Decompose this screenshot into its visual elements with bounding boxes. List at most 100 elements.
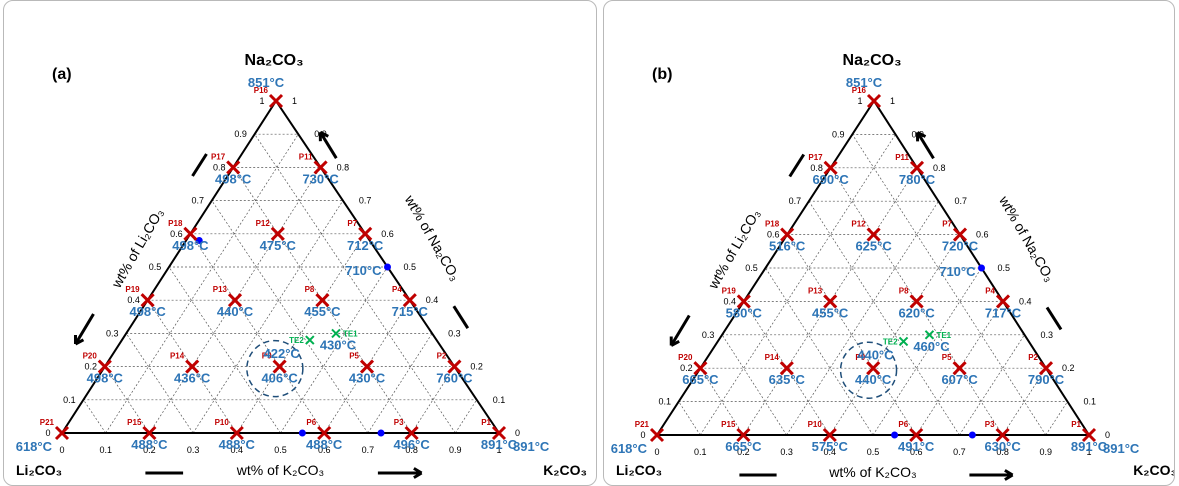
sample-point-marker [359, 359, 375, 374]
sample-point-id: P6 [898, 420, 908, 429]
sample-point-temp: 498°C [87, 371, 124, 386]
bottom-tick-label: 0.2 [143, 445, 156, 455]
sample-point-id: P8 [899, 286, 909, 295]
corner-label-na2co3: Na₂CO₃ [245, 52, 304, 69]
li2co3-melting-temp: 618°C [611, 441, 648, 456]
axis-label-k2co3: wt% of K₂CO₃ [236, 462, 324, 478]
sample-point-temp: 488°C [306, 437, 343, 452]
composition-dot [968, 431, 976, 439]
grid-line [104, 366, 150, 434]
sample-point-temp: 665°C [725, 439, 762, 454]
ternary-panel-a: 0 0 0 0.1 0.1 0.1 0.2 0.2 0.2 0.3 0.3 0.3 0.4 0.4 0.4 0… [3, 0, 597, 486]
bottom-tick-label: 0.7 [953, 447, 966, 457]
sample-point-temp: 488°C [219, 437, 256, 452]
axis-dash [191, 153, 208, 177]
grid-line [1002, 368, 1047, 436]
sample-point-marker [952, 227, 968, 242]
grid-line [915, 301, 1004, 436]
sample-point-temp: 475°C [260, 238, 297, 253]
sample-point-marker [226, 160, 241, 175]
sample-point-id: P19 [722, 286, 737, 295]
composition-dot [298, 429, 306, 437]
na2co3-melting-temp: 851°C [248, 75, 285, 90]
sample-point-id: P6 [306, 418, 316, 427]
bottom-tick-label: 0.5 [867, 447, 880, 457]
right-tick-label: 0.2 [1062, 363, 1075, 373]
sample-point-id: P19 [125, 285, 140, 294]
sample-point-id: P17 [808, 153, 823, 162]
sample-point-marker [140, 293, 155, 308]
sample-point-id: P4 [392, 285, 402, 294]
sample-point-temp: 455°C [812, 305, 849, 320]
left-tick-label: 1 [259, 96, 264, 106]
corner-label-li2co3: Li₂CO₃ [16, 462, 62, 478]
bottom-tick-label: 0.1 [99, 445, 112, 455]
bottom-tick-label: 0.3 [780, 447, 793, 457]
grid-line [852, 134, 1047, 436]
sample-point-id: P7 [942, 220, 952, 229]
eutectic-marker [924, 330, 935, 340]
sample-point-marker [736, 294, 751, 309]
extra-temp-label: 710°C [345, 263, 382, 278]
sample-point-id: P1 [1071, 420, 1081, 429]
sample-point-id: P8 [305, 285, 315, 294]
sample-point-id: P5 [942, 353, 952, 362]
extra-temp-label: 710°C [939, 264, 976, 279]
bottom-tick-label: 1 [496, 445, 501, 455]
sample-point-temp: 498°C [215, 171, 252, 186]
sample-point-temp: 498°C [129, 304, 166, 319]
sample-point-marker [402, 293, 417, 308]
eutectic-id: TE2 [289, 336, 304, 345]
sample-point-id: P16 [852, 86, 867, 95]
right-tick-label: 1 [890, 96, 895, 106]
sample-point-temp: 491°C [898, 439, 935, 454]
ternary-panel-b: 0 0 0 0.1 0.1 0.1 0.2 0.2 0.2 0.3 0.3 0.3 0.4 0.4 0.4 0… [603, 0, 1175, 486]
right-tick-label: 0.7 [955, 196, 968, 206]
right-tick-label: 0.8 [337, 162, 350, 172]
sample-point-id: P11 [895, 153, 909, 162]
sample-point-temp: 498°C [172, 238, 209, 253]
grid-line [1045, 401, 1068, 436]
sample-point-temp: 607°C [941, 372, 978, 387]
direction-arrow [916, 131, 935, 160]
eutectic-id: TE2 [883, 337, 898, 346]
sample-point-marker [317, 425, 332, 441]
left-tick-label: 0.8 [213, 162, 226, 172]
bottom-tick-label: 0.6 [318, 445, 331, 455]
right-tick-label: 0.1 [493, 395, 506, 405]
sample-point-marker [268, 93, 284, 109]
right-tick-label: 0.2 [470, 362, 483, 372]
right-tick-label: 0.6 [976, 230, 989, 240]
sample-point-temp: 690°C [812, 172, 849, 187]
left-tick-label: 0.8 [810, 163, 823, 173]
bottom-tick-label: 0 [654, 447, 659, 457]
eutectic-marker [898, 336, 909, 347]
left-tick-label: 0.7 [192, 196, 205, 206]
sample-point-temp: 635°C [769, 372, 806, 387]
sample-point-marker [909, 160, 925, 175]
sample-point-marker [1081, 427, 1097, 443]
left-tick-label: 0.2 [85, 362, 98, 372]
left-tick-label: 0.2 [680, 363, 693, 373]
bottom-tick-label: 0.6 [910, 447, 923, 457]
left-tick-label: 0 [45, 428, 50, 438]
eutectic-region-circle [839, 341, 898, 399]
sample-point-id: P11 [299, 152, 313, 161]
sample-point-marker [227, 293, 243, 308]
bottom-tick-label: 0.1 [694, 447, 707, 457]
sample-point-marker [183, 226, 198, 241]
k2co3-melting-temp: 891°C [1103, 441, 1140, 456]
sample-point-marker [822, 427, 837, 443]
eutectic-region-circle [246, 339, 304, 398]
sample-point-marker [736, 427, 751, 443]
eutectic-temp: 422°C [264, 346, 301, 361]
sample-point-temp: 717°C [985, 305, 1022, 320]
left-tick-label: 0.1 [63, 395, 76, 405]
sample-point-id: P14 [765, 353, 780, 362]
sample-point-id: P3 [394, 418, 404, 427]
sample-point-id: P17 [211, 152, 226, 161]
left-tick-label: 0.6 [170, 229, 183, 239]
right-tick-label: 0.4 [426, 295, 439, 305]
panel-label: (b) [652, 66, 672, 83]
left-tick-label: 0 [640, 430, 645, 440]
